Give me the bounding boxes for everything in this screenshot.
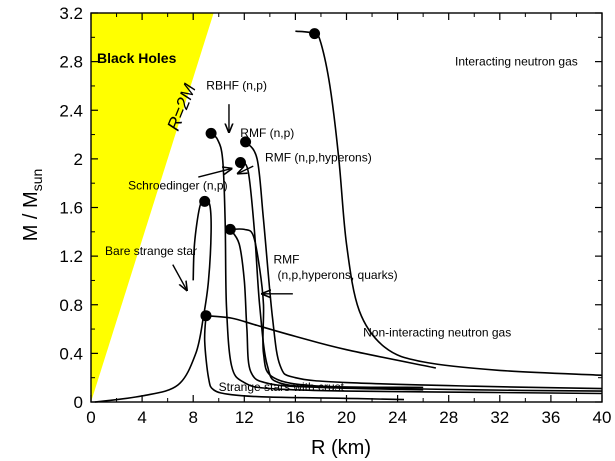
- annotation-label-3: RMF (n,p): [240, 126, 294, 140]
- x-tick-label-24: 24: [388, 408, 407, 427]
- annotation-arrow-3: [238, 165, 254, 173]
- x-tick-label-28: 28: [439, 408, 458, 427]
- y-tick-label-4: 1.6: [59, 199, 83, 218]
- y-tick-label-2: 0.8: [59, 296, 83, 315]
- annotation-label-7: RMF: [273, 252, 299, 266]
- x-tick-label-40: 40: [593, 408, 612, 427]
- max-mass-point-2: [200, 310, 212, 322]
- max-mass-point-6: [205, 127, 217, 139]
- annotation-label-8: (n,p,hyperons, quarks): [278, 268, 398, 282]
- series-line-4: [229, 228, 424, 391]
- annotation-label-2: RBHF (n,p): [206, 79, 267, 93]
- x-tick-label-36: 36: [541, 408, 560, 427]
- series-line-3: [205, 314, 437, 369]
- series-line-2: [203, 315, 405, 401]
- y-axis-title-sub: sun: [29, 169, 45, 192]
- x-tick-label-16: 16: [286, 408, 305, 427]
- x-tick-label-32: 32: [490, 408, 509, 427]
- x-tick-label-12: 12: [235, 408, 254, 427]
- y-tick-label-7: 2.8: [59, 53, 83, 72]
- y-tick-label-1: 0.4: [59, 344, 83, 363]
- series-line-7: [239, 161, 603, 392]
- plot-area: Interacting neutron gas RBHF (n,p) RMF (n,…: [91, 13, 603, 403]
- y-axis-title-main: M / M: [20, 191, 42, 241]
- annotation-label-6: Bare strange star: [105, 244, 197, 258]
- black-hole-region: [91, 13, 214, 402]
- annotation-label-10: Strange stars with crust: [219, 380, 345, 394]
- y-tick-label-3: 1.2: [59, 247, 83, 266]
- y-axis-title: M / Msun: [20, 169, 45, 242]
- x-tick-label-8: 8: [188, 408, 197, 427]
- x-tick-label-20: 20: [337, 408, 356, 427]
- y-tick-label-8: 3.2: [59, 4, 83, 23]
- max-mass-point-1: [199, 195, 211, 207]
- axis-ticks: 0 4 8 12 16 20 24 28 32 36 40 0 0.4 0.8 1.2 1.6 2 2.4 2.8 3…: [59, 4, 611, 427]
- x-axis-title: R (km): [311, 437, 371, 459]
- series-line-8: [244, 141, 603, 390]
- black-holes-label: Black Holes: [97, 50, 177, 66]
- max-mass-point-9: [309, 28, 321, 40]
- annotation-arrow-4: [172, 264, 187, 291]
- annotation-arrow-2: [198, 169, 231, 178]
- series-line-6: [210, 132, 603, 395]
- annotation-label-5: Schroedinger (n,p): [128, 178, 227, 192]
- y-tick-label-0: 0: [74, 393, 83, 412]
- series-line-9: [295, 30, 603, 377]
- series-line-1: [94, 199, 212, 403]
- annotation-label-4: RMF (n,p,hyperons): [265, 150, 372, 164]
- annotation-label-1: Interacting neutron gas: [455, 54, 578, 68]
- max-mass-point-8: [240, 136, 252, 148]
- y-tick-label-6: 2.4: [59, 101, 83, 120]
- annotation-label-9: Non-interacting neutron gas: [363, 325, 511, 339]
- y-tick-label-5: 2: [74, 150, 83, 169]
- max-mass-point-4: [224, 223, 236, 235]
- max-mass-point-7: [234, 157, 246, 169]
- x-tick-label-4: 4: [137, 408, 146, 427]
- x-tick-label-0: 0: [86, 408, 95, 427]
